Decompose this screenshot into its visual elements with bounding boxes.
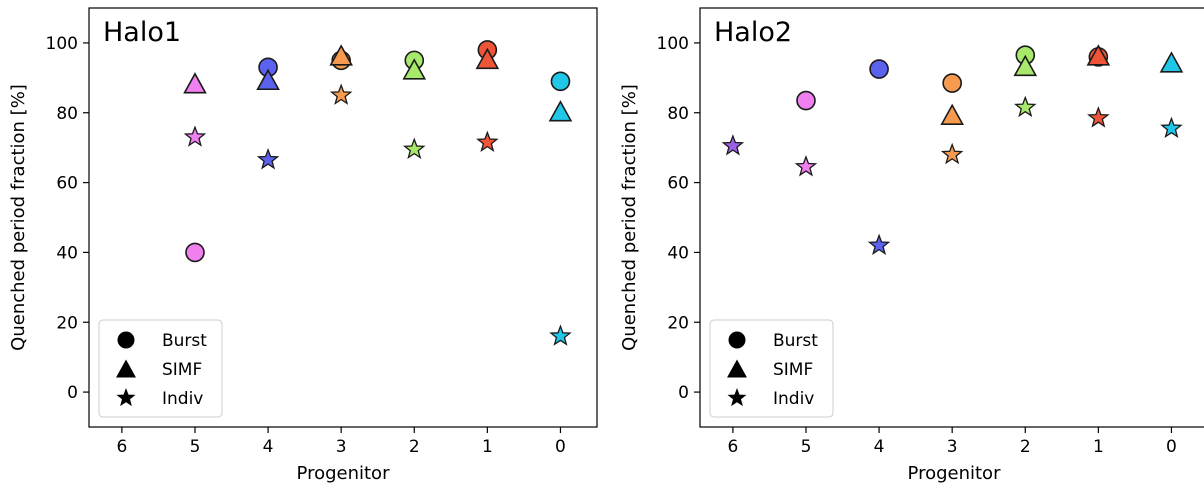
y-tick-label: 60 [56, 174, 78, 194]
data-point-indiv-progenitor-1 [1087, 106, 1110, 128]
data-point-indiv-progenitor-5 [183, 125, 207, 147]
y-tick-label: 100 [657, 34, 689, 54]
panel-2: 0 20 40 60 80 100 6 5 4 3 2 1 0 Progenitor Quenched pe… [619, 7, 1204, 484]
legend-label-burst: Burst [162, 331, 207, 351]
x-tick-label: 6 [116, 437, 127, 457]
y-tick-label: 0 [678, 383, 689, 403]
plot-frame [699, 7, 1204, 428]
data-point-simf-progenitor-2 [402, 58, 427, 80]
legend-label-simf: SIMF [773, 360, 813, 380]
data-point-indiv-progenitor-3 [329, 83, 353, 105]
data-point-indiv-progenitor-4 [256, 148, 280, 170]
y-tick-label: 0 [67, 383, 78, 403]
data-point-indiv-progenitor-3 [940, 142, 964, 165]
data-point-indiv-progenitor-2 [1013, 95, 1037, 118]
data-point-burst-progenitor-4 [869, 59, 889, 79]
data-point-simf-progenitor-1 [1086, 44, 1111, 66]
x-tick-label: 3 [336, 437, 347, 457]
legend-label-simf: SIMF [162, 360, 202, 380]
x-tick-label: 2 [409, 437, 420, 457]
data-point-indiv-progenitor-0 [1160, 116, 1183, 139]
x-tick-label: 4 [263, 437, 274, 457]
x-tick-label: 2 [1020, 437, 1031, 457]
legend: Burst SIMF Indiv [709, 319, 834, 418]
data-point-burst-progenitor-5 [185, 242, 205, 263]
x-tick-label: 0 [1166, 437, 1177, 457]
x-axis-label: Progenitor [297, 463, 391, 484]
data-point-indiv-progenitor-5 [794, 155, 818, 177]
data-point-simf-progenitor-2 [1013, 54, 1038, 77]
panel-1: 0 20 40 60 80 100 6 5 4 3 2 1 0 Progenitor Quenched pe… [8, 7, 598, 484]
data-point-indiv-progenitor-0 [549, 324, 572, 346]
x-tick-label: 5 [801, 437, 812, 457]
data-point-simf-progenitor-4 [256, 68, 280, 91]
legend-marker-simf [727, 359, 747, 378]
data-point-simf-progenitor-0 [548, 100, 573, 122]
data-point-simf-progenitor-3 [329, 44, 353, 66]
legend-label-indiv: Indiv [773, 389, 814, 409]
data-point-indiv-progenitor-4 [867, 233, 891, 256]
data-point-simf-progenitor-3 [940, 103, 964, 125]
x-tick-label: 6 [727, 437, 738, 457]
data-point-indiv-progenitor-1 [476, 130, 499, 153]
legend-marker-indiv [727, 388, 747, 407]
data-point-burst-progenitor-0 [550, 71, 571, 92]
y-tick-label: 80 [667, 104, 689, 124]
legend-marker-simf [116, 359, 136, 378]
legend-marker-indiv [116, 388, 136, 407]
data-marks [721, 44, 1184, 256]
data-point-indiv-progenitor-6 [721, 134, 745, 156]
y-tick-label: 20 [667, 313, 689, 333]
data-point-burst-progenitor-5 [796, 90, 816, 111]
y-tick-label: 40 [667, 243, 689, 263]
legend-marker-burst [728, 331, 746, 349]
x-tick-label: 5 [190, 437, 201, 457]
y-axis-label: Quenched period fraction [%] [619, 84, 640, 351]
x-tick-label: 0 [555, 437, 566, 457]
y-axis-label: Quenched period fraction [%] [8, 84, 29, 351]
chart-title: Halo2 [714, 17, 792, 48]
x-tick-label: 4 [874, 437, 885, 457]
plot-frame [88, 7, 598, 428]
data-point-simf-progenitor-1 [475, 47, 500, 70]
y-tick-label: 20 [56, 313, 78, 333]
chart-title: Halo1 [103, 17, 181, 48]
y-tick-label: 40 [56, 243, 78, 263]
data-point-indiv-progenitor-2 [402, 137, 426, 160]
data-point-burst-progenitor-3 [942, 73, 962, 93]
x-tick-label: 1 [482, 437, 493, 457]
legend-label-burst: Burst [773, 331, 818, 351]
y-tick-label: 100 [46, 34, 78, 54]
x-axis-label: Progenitor [908, 463, 1002, 484]
y-tick-label: 60 [667, 174, 689, 194]
data-point-simf-progenitor-0 [1159, 51, 1184, 73]
legend-label-indiv: Indiv [162, 389, 203, 409]
x-tick-label: 1 [1093, 437, 1104, 457]
data-marks [183, 40, 573, 346]
x-tick-label: 3 [947, 437, 958, 457]
legend: Burst SIMF Indiv [98, 319, 223, 418]
data-point-simf-progenitor-5 [183, 72, 207, 94]
legend-marker-burst [117, 331, 135, 349]
y-tick-label: 80 [56, 104, 78, 124]
